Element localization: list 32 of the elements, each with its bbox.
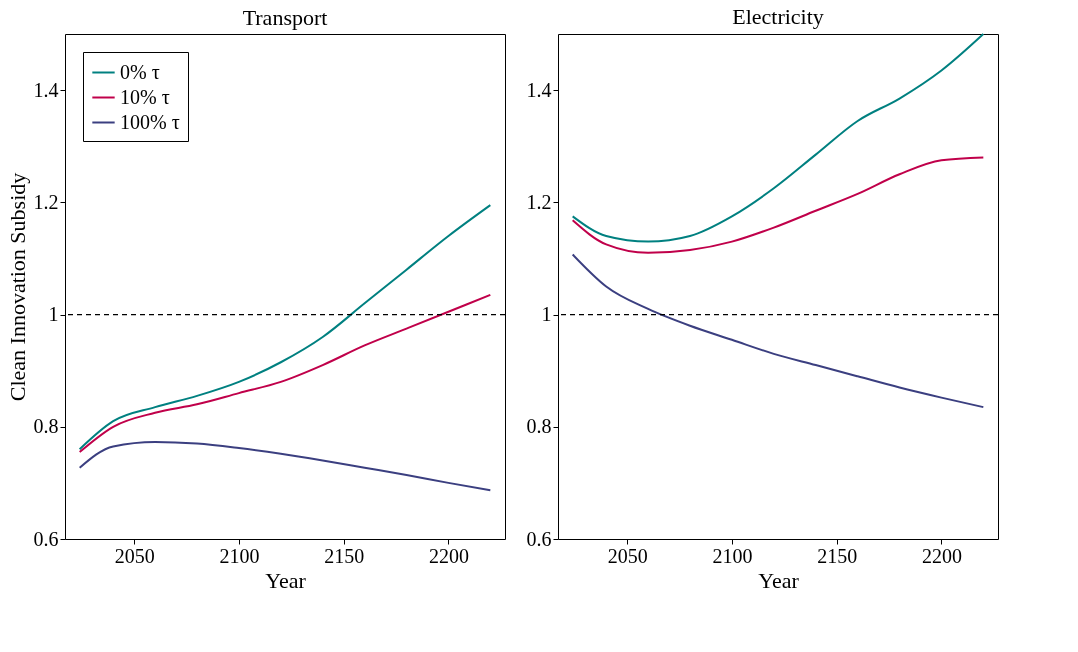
x-tick-label: 2100 [712, 544, 753, 567]
x-tick-label: 2050 [607, 544, 648, 567]
x-tick-label: 2200 [428, 544, 469, 567]
y-tick-label: 1.4 [33, 78, 59, 101]
y-tick-label: 0.8 [33, 415, 59, 438]
line-series [571, 33, 985, 243]
chart-title: Electricity [732, 4, 824, 29]
line-series [571, 253, 985, 409]
legend-label: 100% τ [120, 110, 180, 133]
x-axis-title: Year [758, 567, 800, 593]
y-tick-label: 0.8 [526, 415, 552, 438]
y-tick-label: 1.4 [526, 78, 552, 101]
y-tick-label: 0.6 [33, 527, 59, 550]
x-tick-label: 2100 [219, 544, 260, 567]
x-tick-label: 2150 [324, 544, 365, 567]
y-tick-label: 0.6 [526, 527, 552, 550]
x-axis-title: Year [265, 567, 307, 593]
x-tick-label: 2050 [114, 544, 155, 567]
y-tick-label: 1.2 [526, 190, 552, 213]
legend-label: 10% τ [120, 85, 170, 108]
line-series [78, 204, 492, 451]
line-series [78, 293, 492, 454]
x-tick-label: 2200 [921, 544, 962, 567]
y-tick-label: 1 [541, 303, 552, 326]
y-tick-label: 1.2 [33, 190, 59, 213]
line-series [78, 440, 492, 492]
y-tick-label: 1 [48, 303, 59, 326]
chart-title: Transport [242, 5, 328, 30]
line-series [571, 156, 985, 254]
y-axis-title: Clean Innovation Subsidy [4, 172, 30, 402]
x-tick-label: 2150 [817, 544, 858, 567]
legend-label: 0% τ [120, 60, 160, 83]
